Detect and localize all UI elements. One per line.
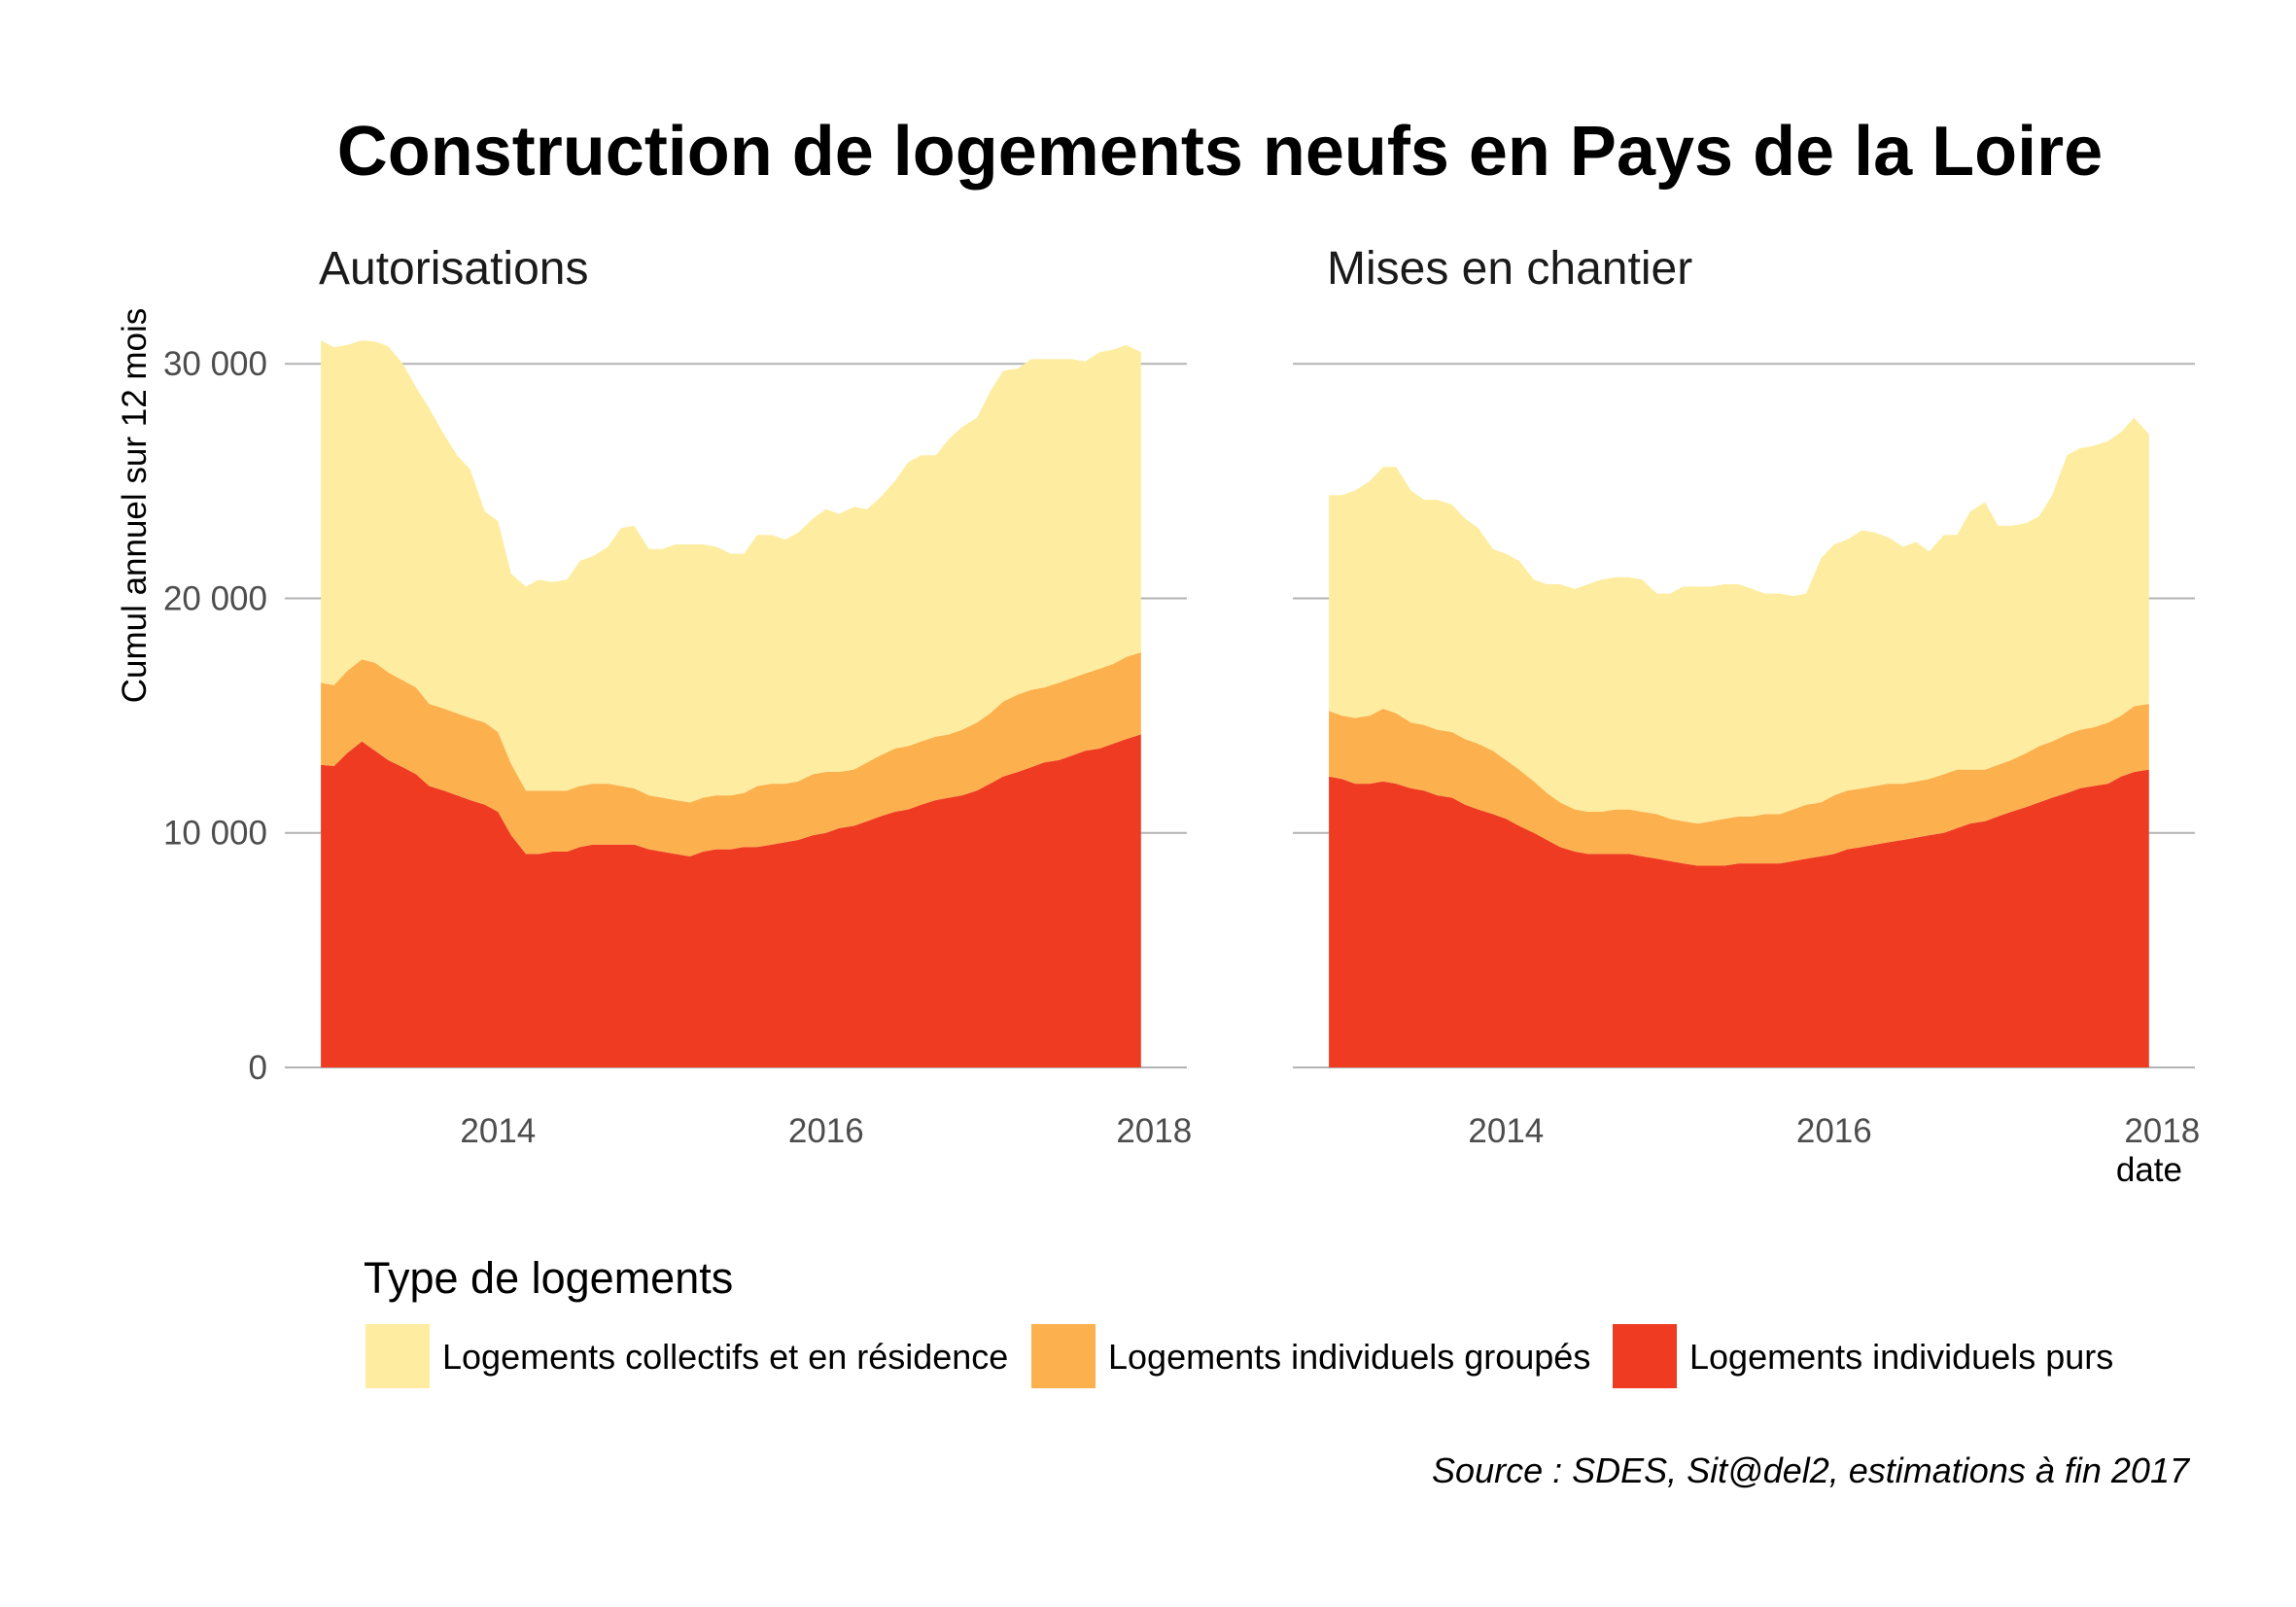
x-tick-label: 2018 [2124,1112,2200,1150]
legend-swatch-purs [1613,1324,1677,1388]
area-purs [321,734,1141,1067]
source-caption: Source : SDES, Sit@del2, estimations à f… [1432,1450,2191,1490]
x-tick-label: 2018 [1116,1112,1192,1150]
y-axis-title: Cumul annuel sur 12 mois [116,308,154,704]
y-tick-label: 30 000 [163,345,267,383]
legend-swatch-collectifs [365,1324,430,1388]
x-tick-label: 2014 [460,1112,536,1150]
x-tick-label: 2016 [1796,1112,1872,1150]
y-tick-label: 0 [249,1049,267,1087]
y-tick-label: 20 000 [163,579,267,617]
legend: Type de logements Logements collectifs e… [364,1253,2113,1388]
area-purs [1329,769,2149,1067]
area-groupes [321,652,1141,856]
area-collectifs [1329,417,2149,824]
legend-title: Type de logements [364,1253,733,1303]
area-collectifs [321,340,1141,803]
facet-panel-autorisations: Autorisations 0 10 000 20 000 30 000 2014 2016… [163,243,1192,1150]
facet-title-autorisations: Autorisations [319,243,588,295]
facet-panel-mises-en-chantier: Mises en chantier 2014 2016 2018 [1293,243,2200,1150]
y-tick-label: 10 000 [163,815,267,853]
legend-label-collectifs: Logements collectifs et en résidence [442,1337,1008,1377]
x-axis-title: date [2116,1151,2182,1189]
facet-title-mises-en-chantier: Mises en chantier [1327,243,1692,295]
x-tick-label: 2016 [788,1112,864,1150]
chart-title: Construction de logements neufs en Pays … [337,113,2103,191]
area-groupes [1329,704,2149,866]
legend-label-groupes: Logements individuels groupés [1108,1337,1590,1377]
x-tick-label: 2014 [1468,1112,1544,1150]
legend-swatch-groupes [1031,1324,1096,1388]
legend-label-purs: Logements individuels purs [1689,1337,2113,1377]
